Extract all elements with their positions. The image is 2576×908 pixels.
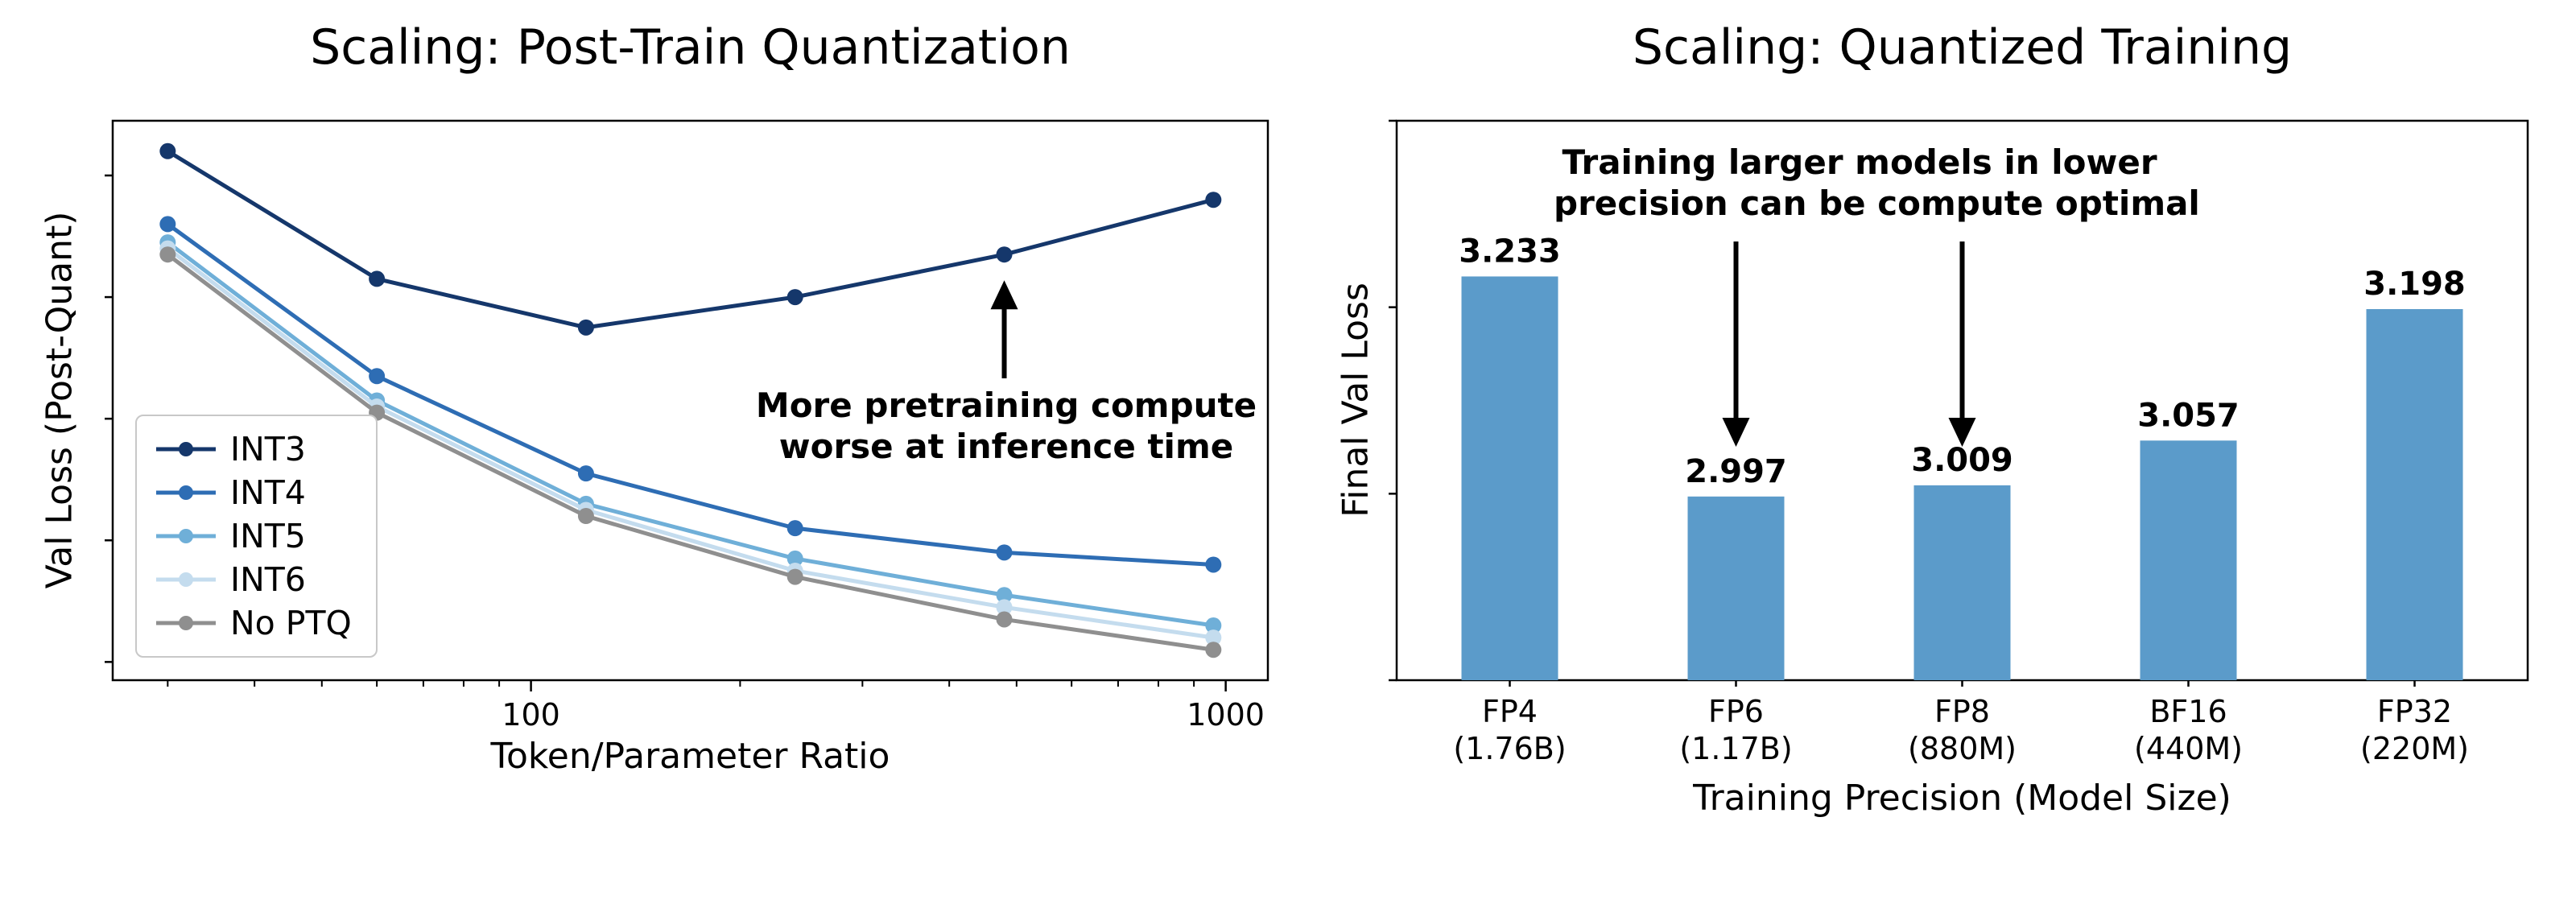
data-point-int4 xyxy=(577,465,594,482)
data-point-int6 xyxy=(996,599,1013,616)
left-annotation-arrow-head xyxy=(990,280,1018,310)
left-annotation-line-2: worse at inference time xyxy=(778,427,1234,467)
left-chart-title: Scaling: Post-Train Quantization xyxy=(310,19,1071,76)
legend-item-int5: INT5 xyxy=(155,514,352,558)
bar-fp4 xyxy=(1461,276,1558,680)
left-plot-frame xyxy=(111,119,1269,682)
data-point-int3 xyxy=(996,246,1013,263)
data-point-int4 xyxy=(786,520,803,537)
data-point-int6 xyxy=(1205,629,1222,646)
legend-item-int3: INT3 xyxy=(155,427,352,471)
series-line-no-ptq xyxy=(166,253,1214,652)
x-tick-label: BF16 xyxy=(2149,694,2227,729)
right-chart-title: Scaling: Quantized Training xyxy=(1632,19,2293,76)
x-tick-sublabel: (1.76B) xyxy=(1453,731,1566,766)
data-point-int5 xyxy=(786,550,803,567)
legend-marker-icon xyxy=(156,616,216,630)
bar-value-label: 3.057 xyxy=(2137,397,2240,434)
data-point-int4 xyxy=(1205,556,1222,573)
data-point-no-ptq xyxy=(786,568,803,585)
data-point-no-ptq xyxy=(996,611,1013,628)
right-annotation-arrow-fp6-head xyxy=(1722,418,1750,447)
data-point-no-ptq xyxy=(1205,642,1222,658)
legend-item-int4: INT4 xyxy=(155,471,352,514)
left-annotation: More pretraining compute worse at infere… xyxy=(724,385,1288,467)
x-tick-label: FP6 xyxy=(1708,694,1764,729)
legend-marker-icon xyxy=(156,485,216,500)
bar-value-label: 2.997 xyxy=(1685,453,1787,490)
series-line-int3 xyxy=(167,149,1214,330)
data-point-no-ptq xyxy=(577,508,594,525)
bar-fp8 xyxy=(1913,485,2011,680)
data-point-int4 xyxy=(369,368,386,385)
right-y-axis-label: Final Val Loss xyxy=(1335,283,1377,518)
series-line-int6 xyxy=(166,246,1214,640)
x-tick-sublabel: (1.17B) xyxy=(1679,731,1792,766)
x-tick-label: FP4 xyxy=(1482,694,1538,729)
right-annotation-line-1: Training larger models in lower xyxy=(1562,142,2157,182)
left-y-axis-label: Val Loss (Post-Quant) xyxy=(39,211,80,589)
legend: INT3 INT4 INT5 INT6 No PTQ xyxy=(135,415,378,658)
legend-marker-icon xyxy=(156,442,216,456)
right-annotation: Training larger models in lower precisio… xyxy=(1554,142,2200,224)
series-line-int5 xyxy=(166,241,1214,628)
data-point-int4 xyxy=(159,216,176,233)
data-point-int5 xyxy=(996,587,1013,604)
legend-label: No PTQ xyxy=(230,604,352,642)
left-x-axis-label: Token/Parameter Ratio xyxy=(490,736,890,777)
bar-bf16 xyxy=(2140,440,2237,680)
legend-marker-icon xyxy=(156,529,216,543)
data-point-int4 xyxy=(996,544,1013,561)
right-x-axis-label: Training Precision (Model Size) xyxy=(1693,778,2231,819)
right-annotation-line-2: precision can be compute optimal xyxy=(1554,184,2200,224)
data-point-int3 xyxy=(1205,192,1222,208)
data-point-int5 xyxy=(1205,617,1222,634)
data-point-int3 xyxy=(786,289,803,306)
legend-item-no-ptq: No PTQ xyxy=(155,601,352,645)
series-line-int4 xyxy=(166,222,1214,567)
x-tick-sublabel: (440M) xyxy=(2134,731,2243,766)
right-annotation-arrow-fp8-head xyxy=(1948,418,1976,447)
x-tick-sublabel: (220M) xyxy=(2360,731,2469,766)
legend-item-int6: INT6 xyxy=(155,558,352,601)
x-tick-label: 100 xyxy=(502,697,560,733)
bar-value-label: 3.009 xyxy=(1911,442,2013,479)
x-tick-label: FP8 xyxy=(1934,694,1990,729)
left-annotation-line-1: More pretraining compute xyxy=(755,386,1257,425)
legend-marker-icon xyxy=(156,572,216,587)
legend-label: INT5 xyxy=(230,517,306,555)
x-tick-label: FP32 xyxy=(2377,694,2452,729)
bar-fp6 xyxy=(1687,496,1785,680)
data-point-int3 xyxy=(159,142,176,159)
data-point-int3 xyxy=(577,319,594,336)
x-tick-label: 1000 xyxy=(1187,697,1265,733)
x-tick-sublabel: (880M) xyxy=(1908,731,2017,766)
legend-label: INT3 xyxy=(230,430,306,468)
data-point-no-ptq xyxy=(159,246,176,263)
data-point-int3 xyxy=(369,270,386,287)
bar-fp32 xyxy=(2366,308,2463,680)
bar-value-label: 3.198 xyxy=(2363,266,2466,303)
legend-label: INT6 xyxy=(230,560,306,599)
legend-label: INT4 xyxy=(230,473,306,512)
bar-value-label: 3.233 xyxy=(1459,233,1561,270)
